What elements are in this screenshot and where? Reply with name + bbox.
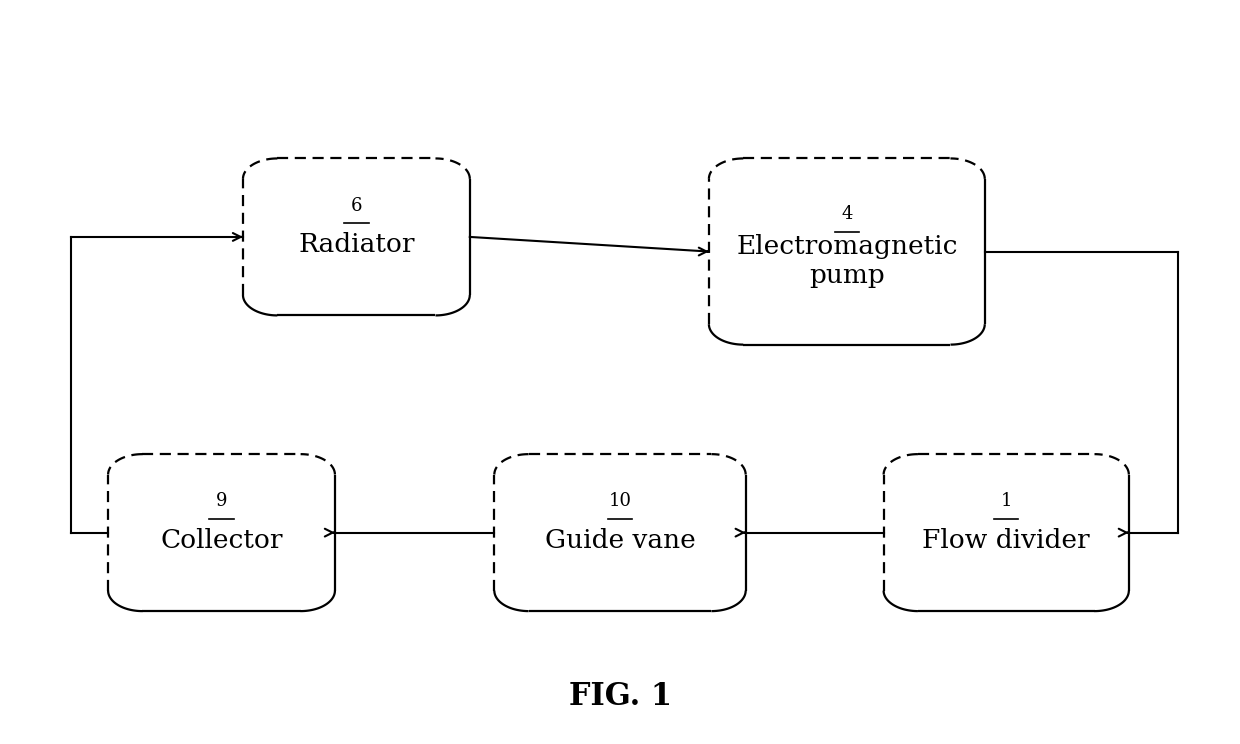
Text: 10: 10: [609, 493, 631, 510]
Text: FIG. 1: FIG. 1: [568, 682, 672, 713]
Text: Electromagnetic
pump: Electromagnetic pump: [737, 234, 957, 288]
Text: 1: 1: [1001, 493, 1012, 510]
Text: 9: 9: [216, 493, 227, 510]
Text: Flow divider: Flow divider: [923, 528, 1090, 553]
Text: 4: 4: [841, 205, 853, 223]
Text: Radiator: Radiator: [298, 232, 414, 257]
Text: Collector: Collector: [160, 528, 283, 553]
Text: 6: 6: [351, 196, 362, 214]
Text: Guide vane: Guide vane: [544, 528, 696, 553]
